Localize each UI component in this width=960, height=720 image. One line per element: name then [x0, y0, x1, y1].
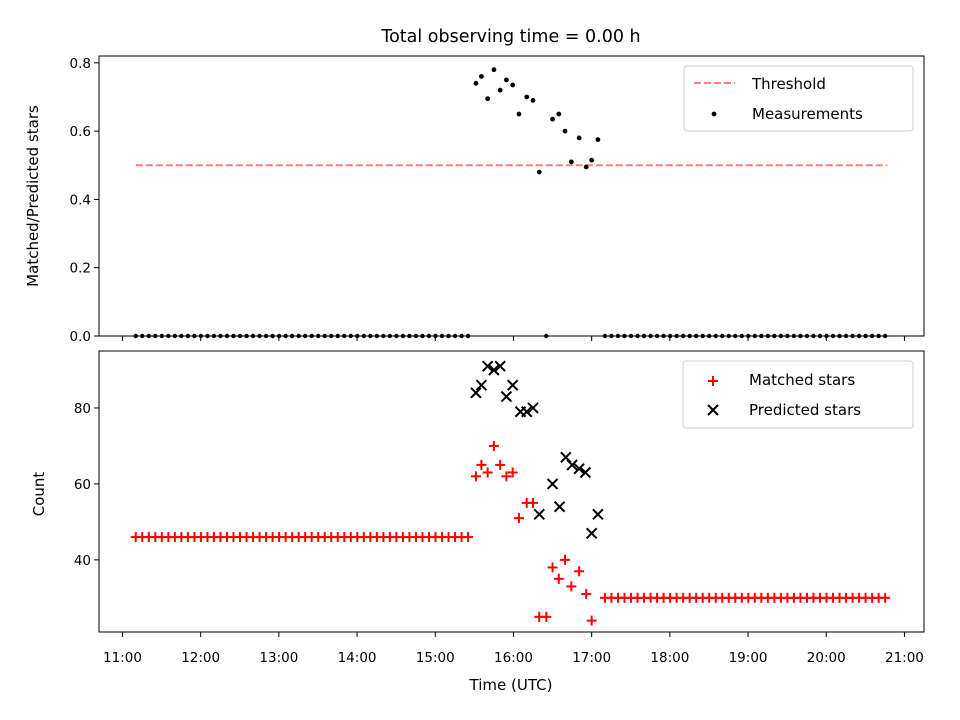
matched-point — [482, 467, 493, 478]
bottom-legend: Matched stars Predicted stars — [682, 360, 914, 429]
top-y-tick-label: 0.0 — [70, 329, 91, 345]
predicted-point — [506, 379, 519, 391]
x-tick-label: 20:00 — [807, 650, 846, 666]
predicted-point — [521, 406, 533, 418]
measurement-point — [562, 128, 568, 134]
measurement-point — [589, 157, 595, 163]
predicted-point — [579, 466, 592, 479]
measurement-point — [491, 67, 497, 73]
x-tick-label: 21:00 — [885, 650, 924, 666]
measurement-point — [550, 116, 555, 122]
top-y-axis-label: Matched/Predicted stars — [24, 105, 42, 287]
measurement-point — [583, 164, 589, 170]
predicted-point — [488, 364, 500, 376]
matched-point — [495, 459, 506, 470]
x-tick-label: 12:00 — [181, 650, 220, 666]
x-tick-label: 19:00 — [729, 650, 768, 666]
predicted-point — [470, 387, 482, 399]
top-y-tick-label: 0.8 — [70, 56, 91, 72]
measurement-point — [516, 111, 522, 117]
predicted-point — [494, 360, 506, 372]
measurement-point — [530, 97, 536, 103]
matched-point — [547, 562, 558, 573]
top-legend: Threshold Measurements — [683, 65, 914, 132]
predicted-point — [566, 459, 578, 471]
measurement-point — [556, 111, 562, 117]
matched-point — [574, 566, 585, 577]
x-tick-label: 13:00 — [259, 650, 298, 666]
matched-legend-swatch — [708, 376, 718, 386]
measurement-point — [473, 80, 479, 86]
x-tick-label: 14:00 — [338, 650, 377, 666]
measurement-point — [568, 159, 574, 165]
measurement-point — [524, 94, 530, 100]
matched-point — [586, 615, 597, 626]
predicted-legend-label: Predicted stars — [749, 401, 861, 419]
matched-point — [528, 497, 539, 508]
measurement-point — [595, 137, 601, 143]
matched-point — [553, 573, 564, 584]
matched-point — [476, 459, 487, 470]
x-tick-label: 16:00 — [494, 650, 533, 666]
predicted-point — [546, 478, 559, 490]
matched-point — [488, 440, 499, 451]
top-panel: 0.00.20.40.60.8 Matched/Predicted stars … — [24, 55, 925, 345]
matched-legend-label: Matched stars — [749, 371, 855, 389]
bottom-panel: 40 60 80 11:00 12:00 13:00 14:00 15:00 16:00 17:… — [30, 350, 925, 694]
measurement-point — [478, 74, 484, 79]
matched-point — [566, 581, 577, 592]
top-y-tick-label: 0.2 — [70, 261, 91, 277]
chart-title: Total observing time = 0.00 h — [380, 27, 640, 47]
measurement-point — [504, 77, 509, 83]
x-tick-label: 17:00 — [572, 650, 611, 666]
bottom-y-tick-label: 40 — [74, 553, 91, 569]
bottom-y-tick-label: 80 — [74, 401, 91, 417]
predicted-point — [553, 500, 566, 513]
predicted-point — [573, 463, 585, 475]
matched-point — [513, 513, 524, 524]
matched-point — [880, 592, 891, 603]
measurement-point — [576, 135, 582, 141]
predicted-point — [585, 527, 598, 539]
predicted-point — [533, 508, 545, 520]
top-y-tick-label: 0.6 — [70, 124, 91, 140]
measurement-point — [497, 87, 503, 93]
predicted-point — [475, 379, 488, 391]
measurement-point — [485, 96, 491, 102]
x-tick-label: 11:00 — [103, 650, 142, 666]
bottom-y-ticks: 40 60 80 — [74, 401, 99, 569]
bottom-plot-area — [130, 360, 891, 626]
matched-point — [501, 471, 512, 482]
top-y-tick-label: 0.4 — [70, 192, 91, 208]
matched-point — [463, 532, 474, 543]
matched-point — [470, 471, 481, 482]
bottom-x-ticks: 11:00 12:00 13:00 14:00 15:00 16:00 17:00 18:00… — [103, 632, 924, 666]
bottom-legend-frame — [682, 360, 914, 429]
x-tick-label: 18:00 — [650, 650, 689, 666]
bottom-y-tick-label: 60 — [74, 477, 91, 493]
measurements-legend-swatch — [711, 111, 717, 117]
matched-point — [507, 467, 518, 478]
matched-point — [541, 611, 552, 622]
predicted-point — [481, 360, 494, 372]
bottom-axes-frame — [98, 350, 925, 633]
top-axes-frame — [98, 55, 925, 337]
matched-point — [581, 589, 592, 600]
bottom-y-axis-label: Count — [30, 472, 48, 517]
predicted-point — [592, 508, 604, 520]
predicted-point — [527, 402, 539, 414]
top-legend-frame — [683, 65, 914, 132]
matched-point — [560, 554, 571, 565]
predicted-legend-swatch — [707, 404, 719, 416]
predicted-point — [500, 390, 513, 403]
measurement-point — [510, 82, 516, 88]
measurement-point — [536, 169, 542, 175]
threshold-legend-label: Threshold — [751, 75, 826, 93]
top-x-ticks — [121, 336, 905, 341]
top-y-ticks: 0.0 0.2 0.4 0.6 0.8 — [70, 56, 99, 345]
x-axis-label: Time (UTC) — [469, 676, 553, 694]
x-tick-label: 15:00 — [416, 650, 455, 666]
measurements-legend-label: Measurements — [752, 105, 863, 123]
